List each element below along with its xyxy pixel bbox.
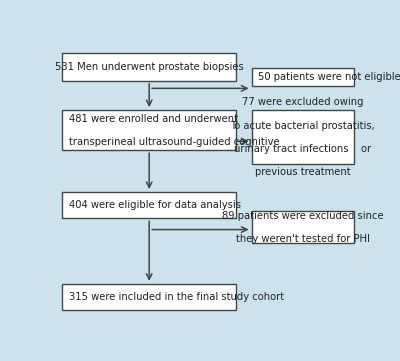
Text: 404 were eligible for data analysis: 404 were eligible for data analysis <box>69 200 241 210</box>
Bar <box>62 284 236 310</box>
Bar <box>62 53 236 81</box>
Bar <box>62 192 236 218</box>
Bar <box>252 212 354 243</box>
Text: 481 were enrolled and underwent

transperineal ultrasound-guided cognitive: 481 were enrolled and underwent transper… <box>69 114 279 147</box>
Text: 89 patients were excluded since

they weren't tested for PHI: 89 patients were excluded since they wer… <box>222 211 384 244</box>
Text: 531 Men underwent prostate biopsies: 531 Men underwent prostate biopsies <box>55 62 244 72</box>
Text: 50 patients were not eligible for MRIs.: 50 patients were not eligible for MRIs. <box>258 72 400 82</box>
Text: 77 were excluded owing

To acute bacterial prostatitis,

urinary tract infection: 77 were excluded owing To acute bacteria… <box>230 97 375 177</box>
Bar <box>252 110 354 164</box>
Bar <box>252 68 354 86</box>
Text: 315 were included in the final study cohort: 315 were included in the final study coh… <box>69 292 284 302</box>
Bar <box>62 110 236 150</box>
